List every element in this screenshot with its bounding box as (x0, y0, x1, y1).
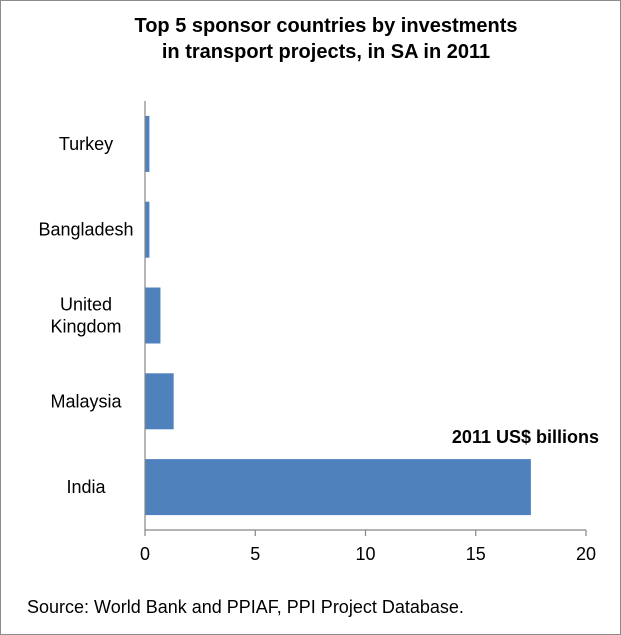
category-label: Turkey (59, 134, 113, 154)
bar-india (145, 459, 531, 516)
chart-title-line-1: Top 5 sponsor countries by investments (134, 15, 518, 37)
bar-turkey (145, 115, 150, 172)
bar-malaysia (145, 373, 174, 430)
chart-title-line-2: in transport projects, in SA in 2011 (161, 41, 491, 63)
x-tick-label: 15 (466, 544, 486, 564)
x-tick-label: 0 (140, 544, 150, 564)
category-label: Malaysia (50, 391, 122, 411)
chart-title: Top 5 sponsor countries by investments i… (61, 13, 591, 65)
bar-bangladesh (145, 201, 150, 258)
bar-united-kingdom (145, 287, 161, 344)
category-label: United Kingdom (50, 295, 121, 337)
x-axis-ticks: 0 5 10 15 20 (140, 530, 596, 564)
source-note: Source: World Bank and PPIAF, PPI Projec… (27, 597, 464, 617)
category-label: Bangladesh (38, 220, 133, 240)
bars-layer (145, 115, 531, 516)
x-tick-label: 20 (576, 544, 596, 564)
category-labels: Turkey Bangladesh United Kingdom Malaysia Ind… (38, 134, 133, 497)
category-label: India (66, 477, 106, 497)
x-tick-label: 10 (355, 544, 375, 564)
unit-label: 2011 US$ billions (452, 427, 599, 447)
x-tick-label: 5 (250, 544, 260, 564)
